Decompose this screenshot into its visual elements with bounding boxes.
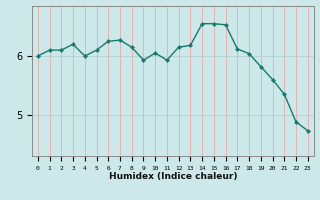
X-axis label: Humidex (Indice chaleur): Humidex (Indice chaleur) bbox=[108, 172, 237, 181]
